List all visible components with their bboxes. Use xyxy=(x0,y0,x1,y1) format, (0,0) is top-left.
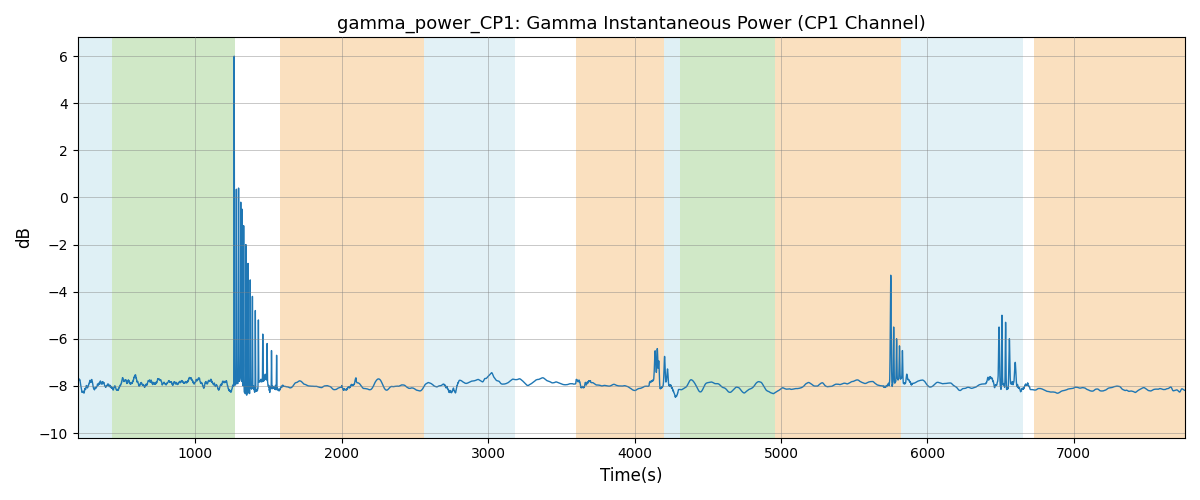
Bar xyxy=(680,38,775,438)
Bar xyxy=(664,38,680,438)
Bar xyxy=(112,38,235,438)
Bar xyxy=(1034,38,1186,438)
Bar xyxy=(424,38,515,438)
Bar xyxy=(901,38,1022,438)
Y-axis label: dB: dB xyxy=(14,226,34,248)
X-axis label: Time(s): Time(s) xyxy=(600,467,662,485)
Bar xyxy=(775,38,901,438)
Bar xyxy=(281,38,424,438)
Bar xyxy=(576,38,664,438)
Title: gamma_power_CP1: Gamma Instantaneous Power (CP1 Channel): gamma_power_CP1: Gamma Instantaneous Pow… xyxy=(337,15,925,34)
Bar xyxy=(78,38,112,438)
